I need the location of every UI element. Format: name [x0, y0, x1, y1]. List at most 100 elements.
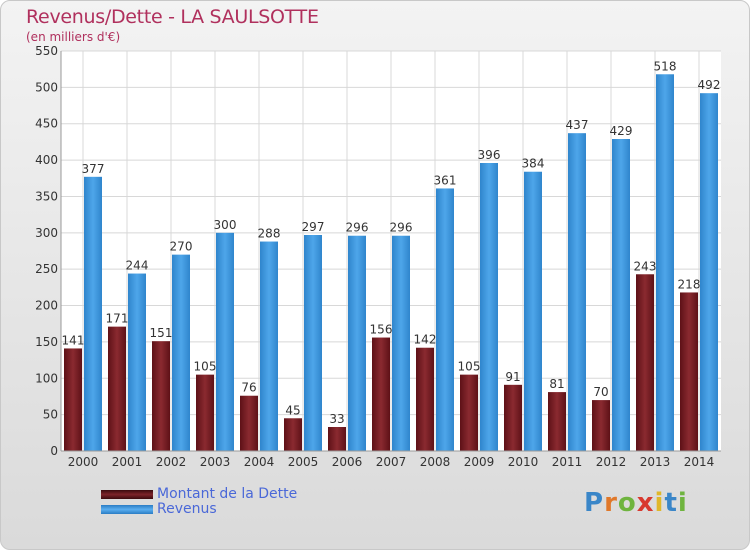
data-label-debt: 91 — [505, 370, 520, 384]
bar-debt — [636, 274, 654, 451]
data-label-revenue: 492 — [698, 78, 721, 92]
data-label-debt: 105 — [194, 360, 217, 374]
bar-debt — [548, 392, 566, 451]
logo-letter: o — [617, 488, 637, 518]
y-tick-label: 550 — [35, 44, 58, 58]
data-label-revenue: 297 — [302, 220, 325, 234]
legend-label-revenue: Revenus — [157, 501, 217, 517]
legend-label-debt: Montant de la Dette — [157, 486, 298, 502]
bar-revenue — [260, 241, 278, 451]
data-label-debt: 45 — [285, 403, 300, 417]
bar-debt — [284, 418, 302, 451]
bar-revenue — [172, 254, 190, 451]
data-label-debt: 33 — [329, 412, 344, 426]
data-label-revenue: 270 — [170, 240, 193, 254]
chart-subtitle: (en milliers d'€) — [26, 30, 121, 44]
legend-swatch-revenue — [101, 505, 153, 514]
data-label-debt: 142 — [414, 333, 437, 347]
bar-revenue — [700, 93, 718, 451]
bar-revenue — [480, 163, 498, 451]
x-tick-label: 2008 — [420, 455, 451, 469]
legend-swatch-debt — [101, 490, 153, 499]
data-label-debt: 81 — [549, 377, 564, 391]
x-tick-label: 2003 — [200, 455, 231, 469]
bar-debt — [504, 384, 522, 451]
data-label-debt: 218 — [678, 277, 701, 291]
data-label-debt: 105 — [458, 360, 481, 374]
bar-revenue — [84, 176, 102, 451]
x-tick-label: 2011 — [552, 455, 583, 469]
logo-letter: i — [654, 488, 665, 518]
bar-debt — [196, 374, 214, 451]
data-label-revenue: 518 — [654, 59, 677, 73]
bar-revenue — [656, 74, 674, 451]
data-label-revenue: 377 — [82, 162, 105, 176]
x-tick-label: 2012 — [596, 455, 627, 469]
y-tick-label: 250 — [35, 262, 58, 276]
data-label-debt: 243 — [634, 259, 657, 273]
bar-debt — [416, 347, 434, 451]
x-tick-label: 2010 — [508, 455, 539, 469]
data-label-revenue: 296 — [390, 221, 413, 235]
data-label-debt: 70 — [593, 385, 608, 399]
x-tick-label: 2005 — [288, 455, 319, 469]
proxiti-logo: Proxiti — [584, 488, 688, 518]
data-label-revenue: 300 — [214, 218, 237, 232]
bar-revenue — [568, 133, 586, 451]
grid — [61, 50, 721, 452]
x-tick-label: 2013 — [640, 455, 671, 469]
data-label-revenue: 244 — [126, 259, 149, 273]
data-label-debt: 151 — [150, 326, 173, 340]
bar-debt — [372, 337, 390, 451]
y-tick-label: 150 — [35, 335, 58, 349]
logo-letter: i — [677, 488, 688, 518]
bar-debt — [460, 374, 478, 451]
x-tick-label: 2001 — [112, 455, 143, 469]
logo-letter: P — [584, 488, 605, 518]
bar-debt — [108, 326, 126, 451]
y-tick-label: 200 — [35, 299, 58, 313]
bar-revenue — [128, 273, 146, 451]
bar-debt — [680, 292, 698, 451]
y-tick-label: 500 — [35, 80, 58, 94]
x-tick-label: 2006 — [332, 455, 363, 469]
bars: 141 377 171 244 151 270 105 300 76 288 45 297 33 296 1… — [62, 59, 721, 452]
data-label-debt: 171 — [106, 312, 129, 326]
bar-debt — [64, 348, 82, 451]
bar-revenue — [436, 188, 454, 452]
y-tick-label: 350 — [35, 189, 58, 203]
bar-debt — [328, 427, 346, 451]
data-label-revenue: 361 — [434, 173, 457, 187]
y-tick-label: 50 — [43, 408, 58, 422]
x-tick-label: 2009 — [464, 455, 495, 469]
bar-revenue — [392, 235, 410, 451]
x-tick-label: 2014 — [684, 455, 715, 469]
data-label-revenue: 288 — [258, 227, 281, 241]
logo-letter: r — [604, 488, 618, 518]
x-tick-label: 2002 — [156, 455, 187, 469]
y-tick-label: 100 — [35, 371, 58, 385]
data-label-revenue: 437 — [566, 118, 589, 132]
x-tick-label: 2000 — [68, 455, 99, 469]
data-label-revenue: 429 — [610, 124, 633, 138]
data-label-revenue: 396 — [478, 148, 501, 162]
axes: 0 50 100 150 200 250 300 350 400 450 500 550 2000 200… — [35, 44, 721, 469]
bar-revenue — [612, 139, 630, 451]
y-tick-label: 450 — [35, 117, 58, 131]
bar-revenue — [348, 235, 366, 451]
bar-revenue — [524, 171, 542, 451]
bar-revenue — [216, 232, 234, 451]
bar-revenue — [304, 235, 322, 451]
bar-debt — [152, 341, 170, 451]
data-label-revenue: 384 — [522, 157, 545, 171]
x-tick-label: 2004 — [244, 455, 275, 469]
x-tick-label: 2007 — [376, 455, 407, 469]
y-tick-label: 0 — [50, 444, 58, 458]
logo-letter: t — [664, 488, 678, 518]
chart-title: Revenus/Dette - LA SAULSOTTE — [26, 6, 319, 28]
bar-debt — [592, 400, 610, 451]
logo-letter: x — [636, 488, 655, 518]
y-tick-label: 300 — [35, 226, 58, 240]
